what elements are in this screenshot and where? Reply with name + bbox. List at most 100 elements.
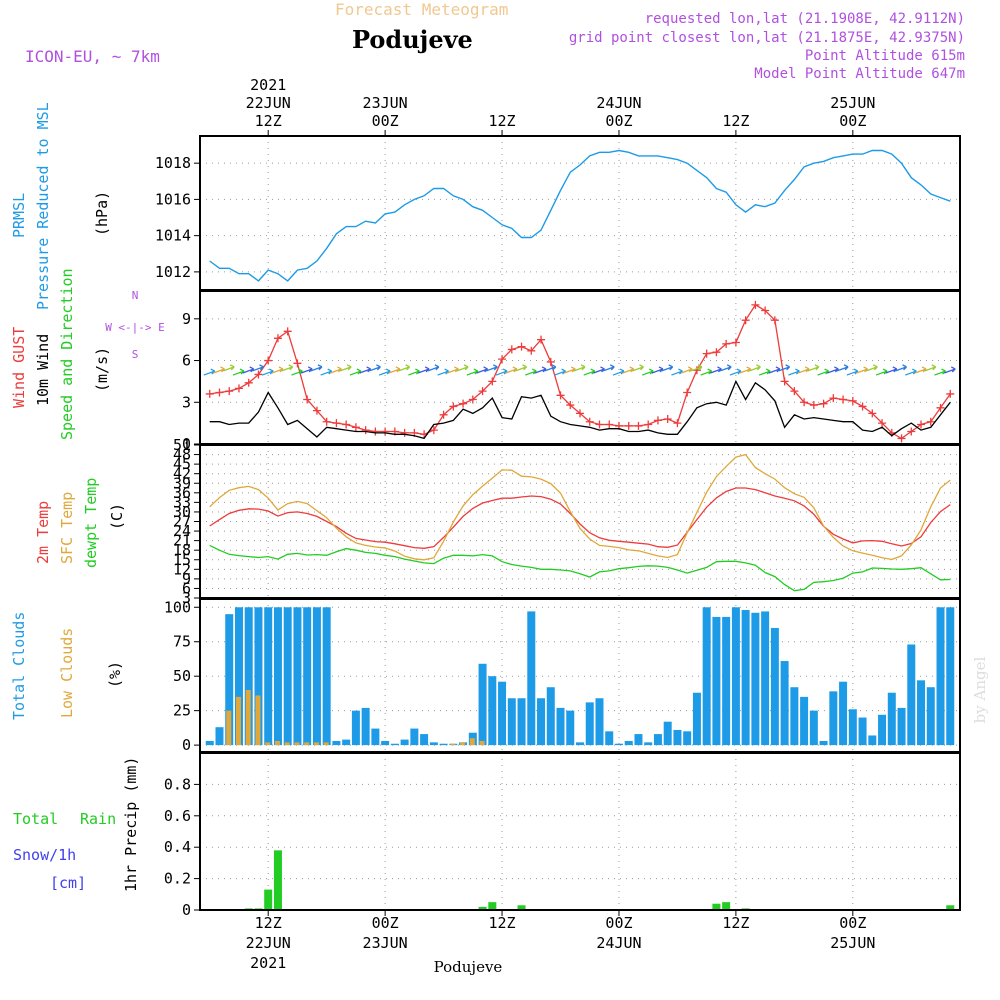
- low-clouds-bar: [460, 742, 466, 746]
- rain-bar: [722, 902, 731, 910]
- gust-label: Wind GUST: [10, 327, 28, 408]
- total-clouds-bar: [517, 698, 526, 746]
- wind-direction-arrow: [632, 364, 644, 372]
- model-name: ICON-EU, ~ 7km: [25, 47, 160, 66]
- pressure-panel: 1012 1014 1016 1018: [155, 135, 961, 291]
- bottom-time-label: 00Z: [839, 914, 866, 932]
- y-tick-label: 6: [182, 579, 191, 597]
- top-time-label: 00Z: [605, 112, 632, 130]
- wind-direction-arrow: [388, 366, 401, 374]
- low-clouds-bar: [265, 742, 271, 746]
- total-clouds-bar: [673, 729, 682, 746]
- gust-point: [917, 420, 926, 429]
- low-clouds-bar: [294, 742, 300, 746]
- temp2m-label: 2m Temp: [34, 501, 52, 564]
- wind-direction-arrow: [885, 366, 898, 374]
- gust-point: [936, 403, 945, 412]
- wind-direction-arrow: [836, 364, 849, 372]
- low-clouds-bar: [313, 742, 319, 746]
- total-clouds-bar: [273, 607, 282, 746]
- total-clouds-bar: [361, 707, 370, 746]
- total-clouds-bar: [205, 740, 214, 746]
- gust-point: [312, 406, 321, 415]
- pressure-label: Pressure Reduced to MSL: [34, 102, 52, 310]
- gust-point: [663, 414, 672, 423]
- y-tick-label: 30: [173, 503, 191, 521]
- total-clouds-bar: [868, 735, 877, 746]
- bottom-time-label: 12Z: [255, 914, 282, 932]
- total-clouds-bar: [634, 734, 643, 746]
- gust-point: [780, 377, 789, 386]
- low-clouds-bar: [304, 742, 310, 746]
- total-clouds-bar: [225, 614, 234, 746]
- y-tick-label: 0.6: [164, 807, 191, 825]
- gust-point: [585, 417, 594, 426]
- total-clouds-bar: [692, 692, 701, 746]
- wind-direction-arrow: [661, 364, 674, 372]
- total-clouds-bar: [683, 731, 692, 746]
- low-clouds-bar: [284, 742, 290, 746]
- rain-bar: [488, 902, 497, 910]
- gust-point: [829, 394, 838, 403]
- wind-direction-arrow: [680, 366, 693, 374]
- wind-direction-arrow: [564, 366, 576, 374]
- wind-direction-arrow: [729, 368, 742, 376]
- total-clouds-bar: [478, 663, 487, 746]
- wind-direction-arrow: [914, 366, 927, 374]
- snow-unit-label: [cm]: [50, 874, 86, 892]
- bottom-time-label: 00Z: [605, 914, 632, 932]
- precip-panel: 0 0.2 0.4 0.6 0.8: [164, 752, 961, 919]
- sfc-temp-label: SFC Temp: [58, 492, 76, 564]
- y-tick-label: 9: [182, 570, 191, 588]
- wind-direction-arrow: [330, 366, 342, 374]
- top-time-label: 23JUN: [363, 94, 408, 112]
- wind-direction-arrow: [554, 368, 566, 376]
- wind-direction-arrow: [651, 366, 664, 374]
- gust-point: [459, 399, 468, 408]
- total-clouds-bar: [663, 721, 672, 746]
- total-clouds-bar: [566, 710, 575, 746]
- wind-direction-arrow: [505, 366, 518, 374]
- wind-direction-arrow: [612, 368, 625, 376]
- wind-direction-arrow: [339, 364, 352, 372]
- wind-direction-arrow: [378, 368, 391, 376]
- wind-direction-arrow: [895, 364, 907, 372]
- gust-point: [712, 348, 721, 357]
- y-tick-label: 42: [173, 465, 191, 483]
- rain-bar: [517, 905, 526, 910]
- total-clouds-bar: [917, 680, 926, 746]
- requested-point: requested lon,lat (21.1908E, 42.9112N): [645, 11, 965, 27]
- wind-direction-arrow: [261, 368, 274, 376]
- bottom-time-axis: 12Z 22JUN 2021 00Z 23JUN 12Z 00Z 24JUN 12Z 00Z 25J…: [246, 910, 875, 972]
- pressure-labels: PRMSL Pressure Reduced to MSL (hPa): [10, 102, 111, 310]
- wind-direction-arrow: [232, 368, 245, 376]
- gust-point: [205, 389, 214, 398]
- wind-direction-arrow: [486, 364, 498, 372]
- total-clouds-bar: [556, 707, 565, 746]
- rain-bar: [264, 889, 273, 910]
- clouds-labels: Total Clouds Low Clouds (%): [10, 612, 124, 720]
- wind-direction-arrow: [213, 366, 225, 374]
- low-clouds-bar: [469, 738, 475, 746]
- wind-direction-arrow: [476, 366, 489, 374]
- temp-unit-label: (C): [108, 503, 126, 530]
- watermark: by Angel: [971, 656, 989, 723]
- top-time-label: 24JUN: [596, 94, 641, 112]
- total-clouds-bar: [897, 707, 906, 746]
- rain-bar: [946, 905, 955, 910]
- bottom-time-label: 24JUN: [596, 934, 641, 952]
- y-tick-label: 75: [173, 633, 191, 651]
- gust-point: [770, 316, 779, 325]
- compass-n: N: [132, 289, 139, 302]
- total-clouds-bar: [819, 740, 828, 746]
- wind-direction-arrow: [359, 366, 372, 374]
- total-clouds-bar: [878, 714, 887, 746]
- total-clouds-bar: [390, 743, 399, 746]
- y-tick-label: 1012: [155, 263, 191, 281]
- gust-point: [264, 356, 273, 365]
- gust-point: [537, 335, 546, 344]
- wind-direction-arrow: [417, 366, 430, 374]
- wind-direction-arrow: [369, 364, 381, 372]
- pressure-line: [209, 149, 951, 282]
